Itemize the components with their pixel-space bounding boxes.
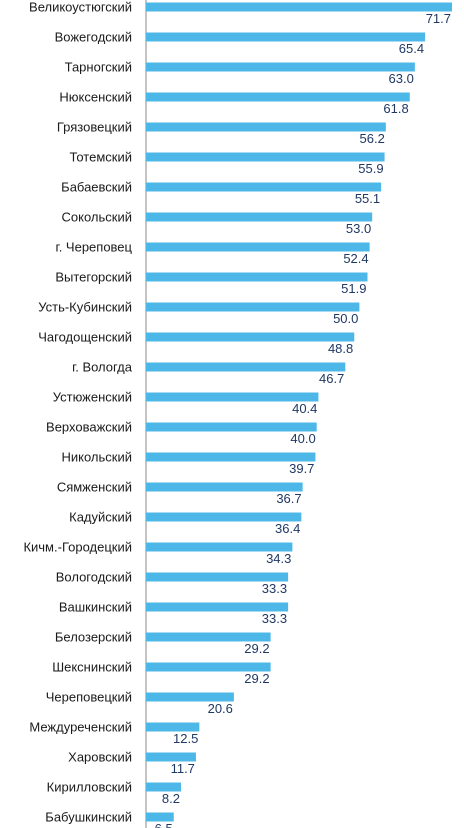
bar <box>146 602 289 612</box>
value-label: 12.5 <box>173 731 198 746</box>
bar <box>146 2 452 12</box>
value-label: 34.3 <box>266 551 291 566</box>
value-label: 63.0 <box>389 71 414 86</box>
value-label: 46.7 <box>319 371 344 386</box>
category-label: Грязовецкий <box>57 120 132 135</box>
value-label: 11.7 <box>171 761 195 776</box>
value-label: 8.2 <box>162 791 180 806</box>
bar <box>146 242 370 252</box>
value-label: 61.8 <box>383 101 408 116</box>
value-label: 33.3 <box>262 581 287 596</box>
category-label: Чагодощенский <box>38 330 132 345</box>
value-label: 29.2 <box>244 641 269 656</box>
bar <box>146 722 200 732</box>
bar <box>146 542 293 552</box>
value-label: 71.7 <box>426 11 451 26</box>
value-label: 56.2 <box>360 131 385 146</box>
category-label: Шекснинский <box>52 660 132 675</box>
bar <box>146 272 368 282</box>
value-labels-group: 71.765.4 63.0 61.8 56.2 55.9 55.1 53.0 52.4 51.9… <box>155 11 451 828</box>
bar <box>146 362 346 372</box>
value-label: 33.3 <box>262 611 287 626</box>
category-label: Сямженский <box>57 480 132 495</box>
bar <box>146 92 410 102</box>
category-label: Кирилловский <box>47 780 132 795</box>
bar <box>146 812 174 822</box>
category-label: Никольский <box>62 450 133 465</box>
category-label: Бабушкинский <box>45 810 132 825</box>
category-label: Устюженский <box>53 390 132 405</box>
category-label: Тотемский <box>69 150 132 165</box>
value-label: 20.6 <box>208 701 233 716</box>
category-label: Кичм.-Городецкий <box>23 540 132 555</box>
bar <box>146 692 234 702</box>
bar <box>146 122 386 132</box>
value-label: 50.0 <box>333 311 358 326</box>
bar <box>146 512 302 522</box>
value-label: 65.4 <box>399 41 424 56</box>
bars-group <box>146 2 452 822</box>
category-label: г. Вологда <box>72 360 133 375</box>
value-label: 48.8 <box>328 341 353 356</box>
value-label: 36.4 <box>275 521 300 536</box>
value-label: 53.0 <box>346 221 371 236</box>
value-label: 36.7 <box>276 491 301 506</box>
bar <box>146 152 385 162</box>
category-label: Междуреченский <box>29 720 132 735</box>
category-label: Кадуйский <box>69 510 132 525</box>
value-label: 29.2 <box>244 671 269 686</box>
bar <box>146 572 289 582</box>
category-label: Белозерский <box>55 630 132 645</box>
category-label: Вашкинский <box>59 600 132 615</box>
category-label: Череповецкий <box>46 690 132 705</box>
bar <box>146 752 196 762</box>
bar <box>146 212 373 222</box>
category-label: Нюксенский <box>59 90 132 105</box>
value-label: 39.7 <box>289 461 314 476</box>
bar <box>146 782 181 792</box>
bar <box>146 392 319 402</box>
category-label: Вожегодский <box>55 30 132 45</box>
bar <box>146 332 355 342</box>
category-label: Великоустюгский <box>29 0 132 15</box>
bar <box>146 632 271 642</box>
bar <box>146 452 316 462</box>
category-label: Харовский <box>68 750 132 765</box>
category-label: Сокольский <box>62 210 132 225</box>
category-labels-group: Великоустюгский Вожегодский Тарногский Нюкс… <box>23 0 132 825</box>
category-label: Вытегорский <box>55 270 132 285</box>
value-label: 52.4 <box>343 251 368 266</box>
category-label: г. Череповец <box>56 240 133 255</box>
bar <box>146 422 317 432</box>
category-label: Усть-Кубинский <box>38 300 132 315</box>
value-label: 40.0 <box>290 431 315 446</box>
bar <box>146 182 382 192</box>
bar <box>146 482 303 492</box>
value-label: 51.9 <box>341 281 366 296</box>
bar <box>146 662 271 672</box>
bar <box>146 32 426 42</box>
category-label: Вологодский <box>56 570 132 585</box>
value-label: 55.1 <box>355 191 380 206</box>
value-label: 6.5 <box>155 821 173 828</box>
category-label: Бабаевский <box>61 180 132 195</box>
value-label: 55.9 <box>358 161 383 176</box>
bar <box>146 302 360 312</box>
category-label: Верховажский <box>46 420 132 435</box>
value-label: 40.4 <box>292 401 317 416</box>
category-label: Тарногский <box>65 60 132 75</box>
bar <box>146 62 415 72</box>
